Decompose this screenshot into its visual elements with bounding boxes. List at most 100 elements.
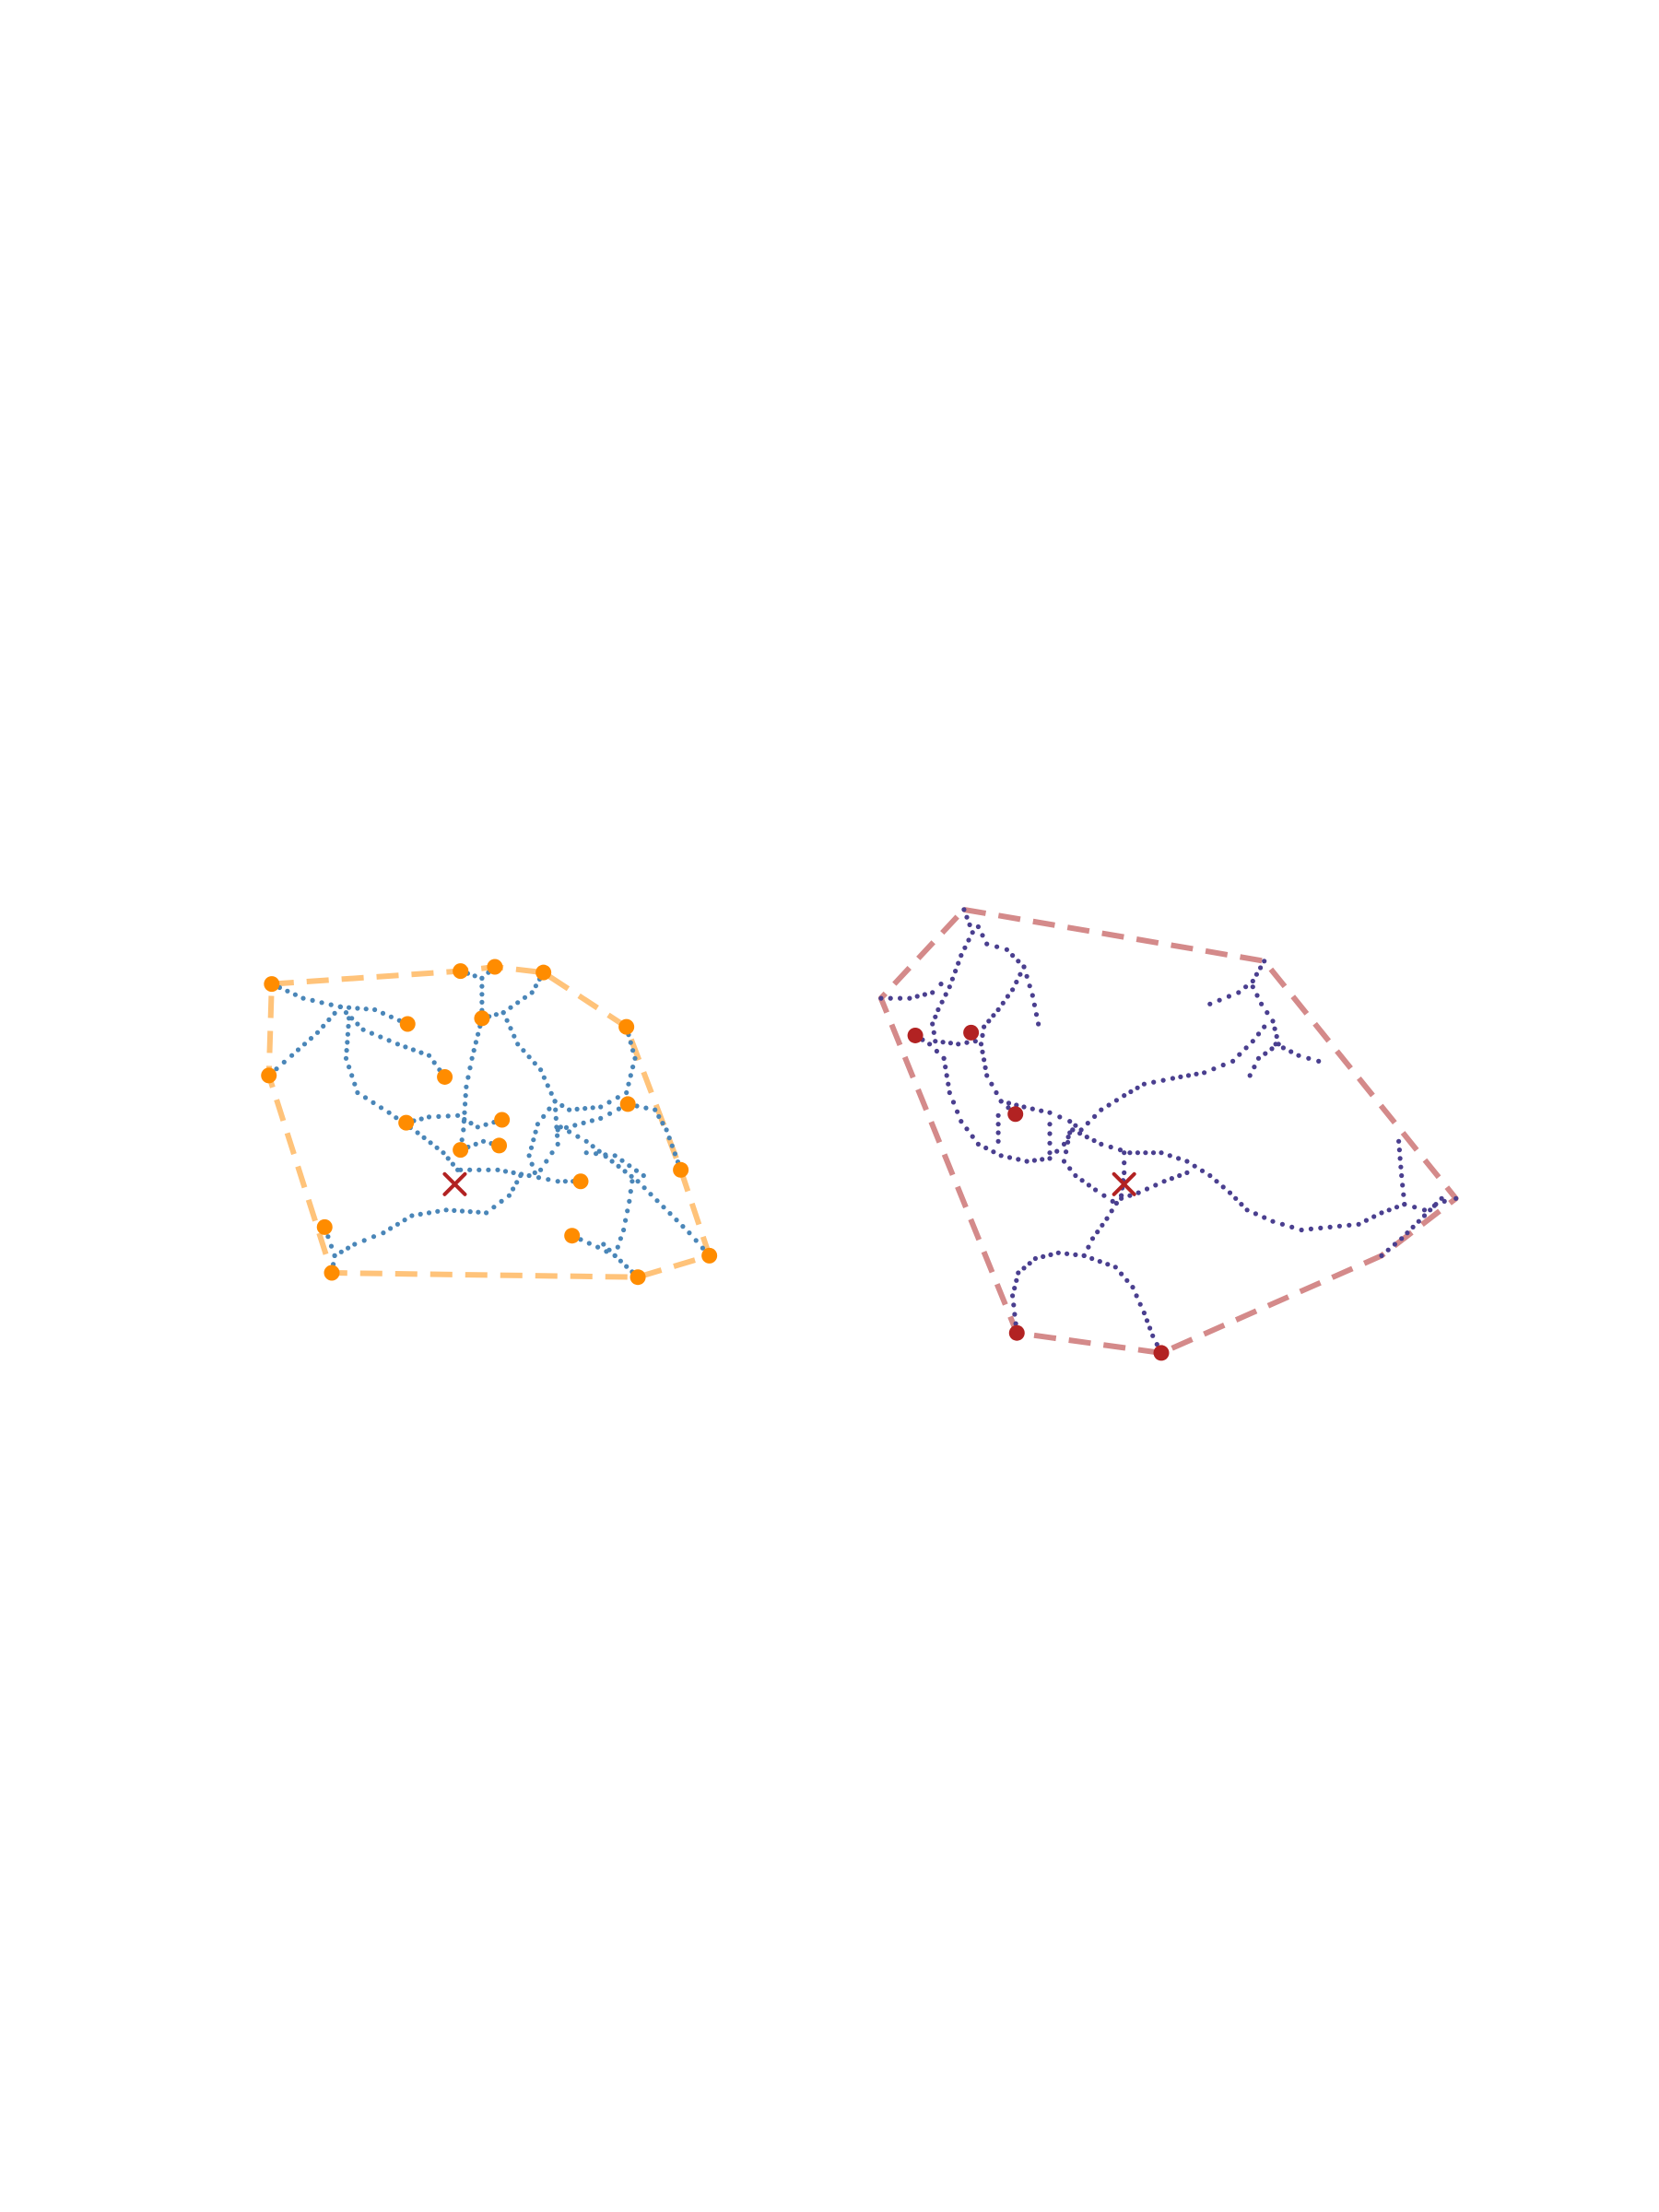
network-node (1227, 1190, 1233, 1195)
network-node (469, 1055, 475, 1061)
network-node (1176, 1156, 1182, 1161)
endpoint-marker (261, 1067, 277, 1084)
network-node (495, 1167, 500, 1172)
network-node (1095, 1230, 1100, 1235)
endpoint-marker (316, 1218, 333, 1235)
network-node (1073, 1123, 1078, 1128)
network-node (603, 1152, 608, 1158)
network-node (1119, 1271, 1124, 1277)
network-node (1428, 1207, 1433, 1213)
network-node (955, 1109, 960, 1114)
network-node (1169, 1176, 1174, 1182)
network-node (479, 983, 485, 989)
centroid-marker (442, 1171, 467, 1196)
centroid-cross-stroke (442, 1171, 467, 1196)
endpoint-marker (437, 1068, 453, 1085)
network-node (1336, 1223, 1342, 1229)
network-node (514, 1180, 520, 1185)
network-node (1252, 1065, 1257, 1070)
network-node (371, 1100, 376, 1105)
endpoint-markers (261, 959, 718, 1286)
network-node (933, 1014, 938, 1019)
network-node (1253, 971, 1259, 977)
network-node (555, 1141, 560, 1147)
network-node (1024, 1159, 1030, 1164)
network-node (618, 1258, 624, 1264)
network-node (1144, 1318, 1150, 1324)
network-node (1014, 979, 1019, 985)
network-node (940, 1040, 946, 1045)
network-node (1269, 1046, 1275, 1052)
network-node (426, 1114, 432, 1120)
network-node (515, 1000, 521, 1006)
network-node (394, 1221, 400, 1227)
network-node (378, 1034, 383, 1040)
network-node (1036, 1021, 1041, 1027)
network-node (410, 1047, 416, 1053)
network-node (967, 922, 972, 928)
network-node (628, 1040, 633, 1045)
network-node (995, 1112, 1001, 1118)
network-node (627, 1198, 632, 1204)
network-node (1128, 1088, 1134, 1095)
network-node (612, 1153, 618, 1159)
network-node (289, 1053, 295, 1058)
network-node (1347, 1222, 1352, 1228)
network-node (930, 990, 935, 995)
network-node (355, 1089, 360, 1096)
network-node (693, 1238, 699, 1243)
network-node (452, 1207, 457, 1213)
network-node (1262, 1215, 1267, 1220)
network-node (1153, 1182, 1159, 1188)
network-node (553, 1115, 559, 1121)
network-node (1433, 1202, 1439, 1207)
network-node (984, 941, 990, 947)
network-node (1027, 1261, 1032, 1266)
network-node (349, 1073, 355, 1078)
network-node (526, 1153, 532, 1159)
network-node (371, 1234, 377, 1240)
network-node (512, 1033, 517, 1039)
network-node (1160, 1077, 1166, 1083)
convex-hull-outline (265, 963, 712, 1280)
network-node (471, 1048, 477, 1053)
network-node (982, 1065, 988, 1070)
network-node (1184, 1159, 1190, 1164)
network-node (914, 994, 920, 999)
network-node (1194, 1071, 1199, 1077)
network-node (970, 930, 975, 935)
network-node (301, 1041, 308, 1047)
network-node (544, 1159, 549, 1164)
network-node (939, 999, 945, 1005)
network-node (1250, 978, 1255, 984)
network-node (326, 1017, 332, 1022)
network-node (532, 1170, 537, 1175)
network-node (995, 1130, 1001, 1135)
network-node (328, 1002, 334, 1007)
network-node (1070, 1127, 1076, 1133)
network-node (535, 1175, 542, 1181)
network-node (943, 992, 948, 997)
network-node (1122, 1150, 1127, 1156)
network-node (1016, 1157, 1021, 1162)
network-node (467, 1167, 473, 1172)
network-node (1006, 1100, 1012, 1106)
network-node (1010, 1293, 1016, 1299)
network-node (907, 995, 912, 1001)
network-node (436, 1113, 441, 1119)
network-node (1099, 1107, 1104, 1112)
network-node (295, 1047, 301, 1053)
network-node (1134, 1293, 1139, 1299)
network-node (1253, 1211, 1258, 1217)
network-node (328, 1243, 335, 1249)
network-node (1004, 947, 1009, 952)
network-node (511, 1186, 516, 1192)
network-node (1135, 1190, 1141, 1195)
network-node (667, 1211, 673, 1217)
network-node (1258, 965, 1264, 971)
endpoint-marker (491, 1137, 508, 1154)
network-node (369, 1030, 374, 1036)
network-node (1011, 1302, 1017, 1308)
network-node (1255, 1055, 1262, 1061)
network-node (1280, 1045, 1286, 1051)
